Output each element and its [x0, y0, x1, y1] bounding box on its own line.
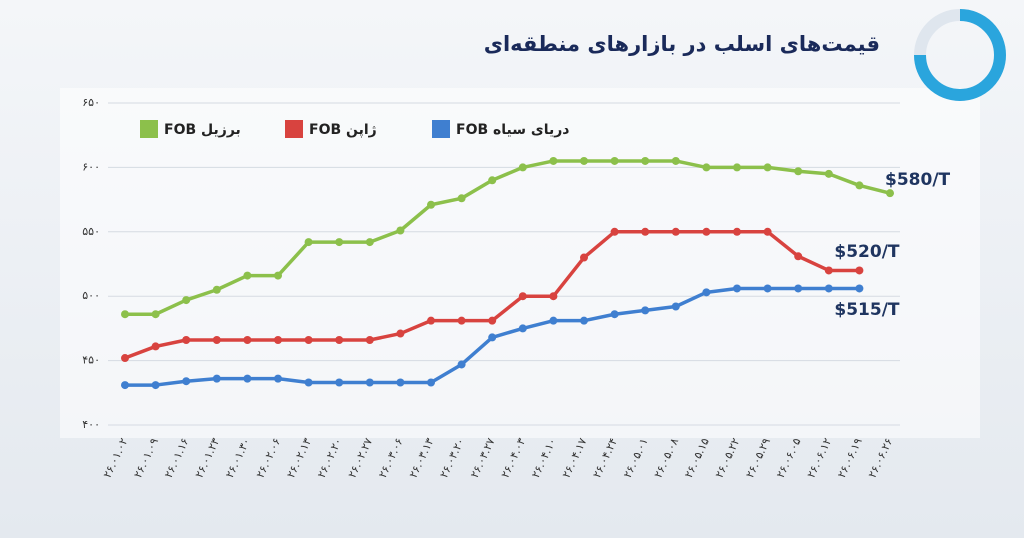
y-tick-label: ۴۰۰ — [82, 418, 100, 431]
point — [212, 374, 221, 383]
point — [396, 329, 405, 338]
point — [824, 284, 833, 293]
point — [212, 335, 221, 344]
point — [151, 381, 160, 390]
end-annotation: $520/T — [834, 242, 900, 262]
end-annotation: $580/T — [885, 170, 951, 190]
legend-label: FOB ژاپن — [309, 122, 377, 138]
point — [610, 156, 619, 165]
point — [488, 333, 497, 342]
point — [702, 227, 711, 236]
point — [794, 167, 803, 176]
point — [335, 335, 344, 344]
point — [212, 285, 221, 294]
point — [794, 284, 803, 293]
point — [182, 335, 191, 344]
y-tick-label: ۶۰۰ — [82, 160, 100, 173]
point — [610, 227, 619, 236]
point — [580, 253, 588, 262]
point — [518, 163, 527, 172]
point — [243, 374, 252, 383]
point — [243, 335, 252, 344]
point — [304, 378, 313, 387]
point — [855, 266, 864, 275]
point — [610, 310, 619, 319]
point — [365, 238, 374, 247]
point — [855, 181, 864, 190]
point — [243, 271, 252, 280]
point — [427, 378, 435, 387]
legend-label: FOB برزیل — [164, 122, 241, 138]
point — [671, 156, 680, 165]
y-tick-label: ۴۵۰ — [82, 354, 100, 367]
point — [121, 354, 129, 363]
point — [763, 227, 772, 236]
point — [274, 335, 282, 344]
point — [549, 316, 558, 325]
point — [763, 163, 772, 172]
point — [304, 335, 313, 344]
point — [121, 310, 129, 319]
y-tick-label: ۵۵۰ — [82, 225, 100, 238]
point — [518, 292, 527, 301]
end-annotation: $515/T — [834, 300, 900, 320]
legend-swatch — [285, 120, 303, 138]
point — [824, 266, 833, 275]
point — [702, 288, 711, 297]
point — [365, 378, 374, 387]
point — [549, 156, 558, 165]
point — [274, 374, 282, 383]
legend-swatch — [432, 120, 450, 138]
point — [733, 163, 741, 172]
point — [549, 292, 558, 301]
point — [886, 189, 894, 198]
point — [121, 381, 129, 390]
point — [580, 156, 588, 165]
point — [488, 316, 497, 325]
point — [182, 377, 191, 386]
y-tick-label: ۶۵۰ — [82, 96, 100, 109]
point — [641, 156, 650, 165]
point — [151, 310, 160, 319]
point — [427, 200, 435, 209]
point — [151, 342, 160, 351]
point — [641, 227, 650, 236]
legend-label: FOB دریای سیاه — [456, 122, 569, 138]
point — [580, 316, 588, 325]
point — [733, 227, 741, 236]
logo-arc — [914, 9, 1006, 101]
point — [671, 302, 680, 311]
point — [733, 284, 741, 293]
point — [457, 316, 466, 325]
point — [518, 324, 527, 333]
point — [182, 296, 191, 305]
plot-panel — [60, 88, 980, 438]
point — [794, 252, 803, 261]
point — [365, 335, 374, 344]
point — [488, 176, 497, 185]
point — [671, 227, 680, 236]
point — [335, 378, 344, 387]
point — [824, 169, 833, 178]
point — [457, 360, 466, 369]
point — [855, 284, 864, 293]
point — [763, 284, 772, 293]
point — [396, 226, 405, 235]
point — [396, 378, 405, 387]
point — [641, 306, 650, 315]
y-tick-label: ۵۰۰ — [82, 289, 100, 302]
point — [457, 194, 466, 203]
point — [274, 271, 282, 280]
series-line — [125, 159, 891, 316]
legend-swatch — [140, 120, 158, 138]
point — [335, 238, 344, 247]
point — [304, 238, 313, 247]
point — [702, 163, 711, 172]
point — [427, 316, 435, 325]
chart-title: قیمت‌های اسلب در بازارهای منطقه‌ای — [484, 32, 880, 56]
